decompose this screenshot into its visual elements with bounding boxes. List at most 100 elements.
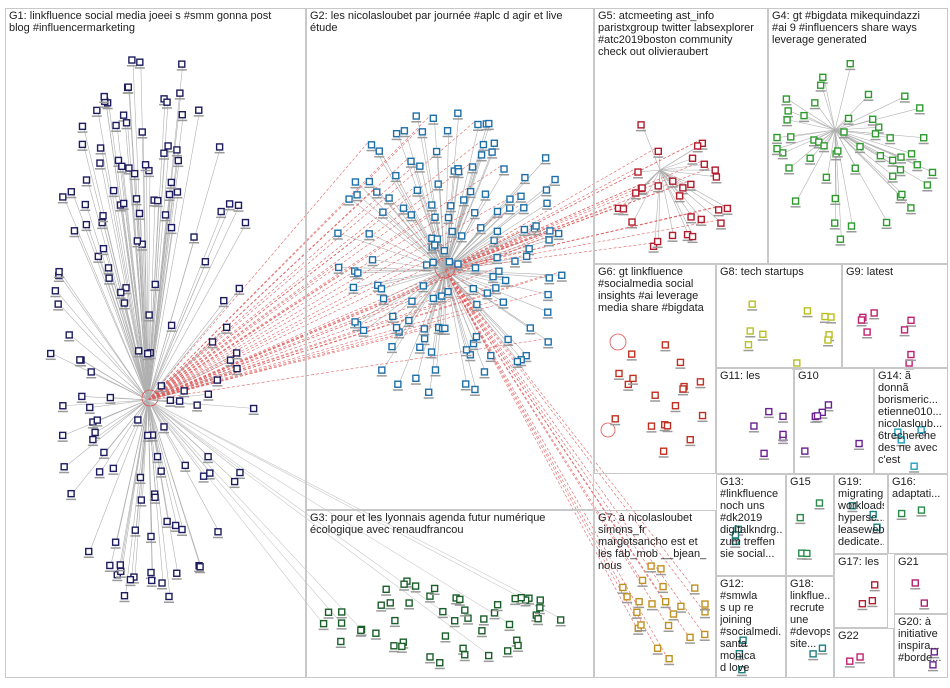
- node-avatar[interactable]: [819, 142, 830, 153]
- node-avatar[interactable]: [637, 576, 648, 587]
- node-avatar[interactable]: [869, 581, 880, 592]
- node-avatar[interactable]: [748, 422, 759, 433]
- node-avatar[interactable]: [835, 235, 846, 246]
- node-avatar[interactable]: [423, 388, 434, 399]
- node-avatar[interactable]: [821, 173, 832, 184]
- node-avatar[interactable]: [777, 149, 788, 160]
- node-avatar[interactable]: [94, 159, 105, 170]
- node-avatar[interactable]: [483, 651, 494, 663]
- node-avatar[interactable]: [525, 324, 536, 335]
- node-avatar[interactable]: [485, 351, 496, 363]
- node-avatar[interactable]: [225, 356, 236, 367]
- node-avatar[interactable]: [896, 509, 907, 521]
- node-avatar[interactable]: [812, 412, 823, 423]
- node-avatar[interactable]: [433, 180, 444, 191]
- node-avatar[interactable]: [492, 227, 503, 238]
- node-avatar[interactable]: [895, 153, 906, 164]
- node-avatar[interactable]: [105, 393, 116, 405]
- node-avatar[interactable]: [355, 626, 366, 637]
- node-avatar[interactable]: [678, 385, 689, 396]
- node-avatar[interactable]: [541, 186, 552, 197]
- node-avatar[interactable]: [203, 452, 214, 464]
- node-avatar[interactable]: [350, 178, 361, 189]
- node-avatar[interactable]: [627, 218, 638, 229]
- node-avatar[interactable]: [108, 186, 119, 198]
- node-avatar[interactable]: [150, 493, 161, 504]
- node-avatar[interactable]: [478, 140, 489, 152]
- node-avatar[interactable]: [692, 142, 703, 153]
- node-avatar[interactable]: [439, 324, 450, 335]
- node-avatar[interactable]: [116, 162, 127, 173]
- node-avatar[interactable]: [64, 331, 75, 342]
- node-avatar[interactable]: [685, 633, 696, 644]
- node-avatar[interactable]: [516, 593, 527, 605]
- node-avatar[interactable]: [348, 283, 359, 294]
- node-avatar[interactable]: [50, 287, 61, 298]
- node-avatar[interactable]: [414, 343, 425, 354]
- node-avatar[interactable]: [503, 335, 514, 346]
- node-avatar[interactable]: [655, 565, 666, 576]
- node-avatar[interactable]: [799, 111, 810, 123]
- node-avatar[interactable]: [170, 521, 181, 532]
- node-avatar[interactable]: [743, 341, 754, 352]
- node-avatar[interactable]: [504, 620, 515, 631]
- node-avatar[interactable]: [488, 272, 499, 284]
- node-avatar[interactable]: [218, 296, 229, 308]
- node-avatar[interactable]: [111, 121, 122, 132]
- node-avatar[interactable]: [74, 356, 85, 367]
- node-avatar[interactable]: [439, 246, 450, 258]
- node-avatar[interactable]: [195, 563, 206, 574]
- node-avatar[interactable]: [119, 592, 130, 603]
- node-avatar[interactable]: [180, 461, 191, 472]
- node-avatar[interactable]: [846, 222, 857, 233]
- node-avatar[interactable]: [465, 187, 476, 199]
- node-avatar[interactable]: [145, 532, 156, 543]
- node-avatar[interactable]: [906, 150, 917, 161]
- node-avatar[interactable]: [87, 435, 98, 447]
- node-avatar[interactable]: [98, 212, 109, 223]
- node-avatar[interactable]: [144, 311, 155, 322]
- node-avatar[interactable]: [133, 347, 144, 358]
- node-avatar[interactable]: [763, 407, 774, 419]
- node-avatar[interactable]: [240, 218, 251, 230]
- node-avatar[interactable]: [146, 576, 157, 587]
- node-avatar[interactable]: [248, 404, 259, 416]
- node-avatar[interactable]: [323, 608, 334, 619]
- node-avatar[interactable]: [406, 157, 417, 168]
- node-avatar[interactable]: [460, 380, 471, 391]
- node-avatar[interactable]: [173, 156, 184, 168]
- node-avatar[interactable]: [490, 284, 501, 295]
- node-avatar[interactable]: [118, 199, 129, 210]
- node-avatar[interactable]: [453, 168, 464, 179]
- node-avatar[interactable]: [722, 204, 733, 215]
- node-avatar[interactable]: [778, 430, 788, 441]
- node-avatar[interactable]: [376, 366, 387, 377]
- node-avatar[interactable]: [404, 599, 415, 610]
- node-avatar[interactable]: [45, 349, 56, 361]
- node-avatar[interactable]: [867, 115, 878, 126]
- node-avatar[interactable]: [429, 241, 440, 252]
- node-avatar[interactable]: [772, 133, 782, 145]
- node-avatar[interactable]: [200, 258, 211, 269]
- node-avatar[interactable]: [668, 610, 679, 621]
- node-avatar[interactable]: [700, 600, 710, 611]
- node-avatar[interactable]: [696, 215, 707, 226]
- node-avatar[interactable]: [772, 144, 782, 156]
- node-avatar[interactable]: [487, 148, 498, 159]
- node-avatar[interactable]: [399, 127, 410, 138]
- node-avatar[interactable]: [174, 89, 185, 100]
- node-avatar[interactable]: [778, 412, 788, 423]
- node-avatar[interactable]: [364, 177, 375, 189]
- node-avatar[interactable]: [160, 211, 171, 222]
- node-avatar[interactable]: [652, 237, 663, 249]
- node-avatar[interactable]: [844, 657, 855, 668]
- node-avatar[interactable]: [396, 642, 407, 653]
- node-avatar[interactable]: [512, 357, 523, 369]
- node-avatar[interactable]: [131, 195, 142, 206]
- node-avatar[interactable]: [519, 173, 530, 185]
- node-avatar[interactable]: [95, 144, 106, 155]
- node-avatar[interactable]: [376, 285, 387, 296]
- node-avatar[interactable]: [121, 284, 132, 295]
- node-avatar[interactable]: [899, 326, 910, 337]
- node-avatar[interactable]: [868, 510, 879, 522]
